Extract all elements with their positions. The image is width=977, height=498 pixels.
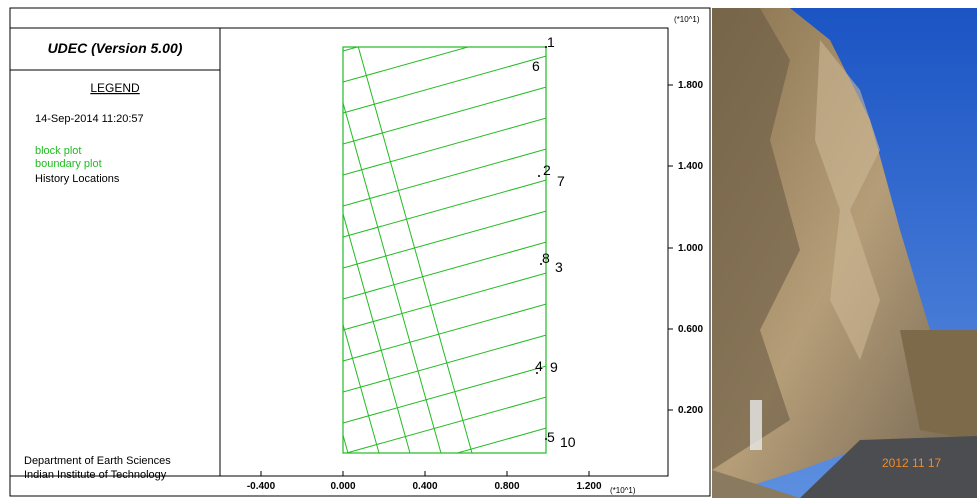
history-label: 5 <box>547 429 555 445</box>
date-stamp: 2012 11 17 <box>882 456 941 470</box>
x-multiplier: (*10^1) <box>610 486 636 495</box>
timestamp: 14-Sep-2014 11:20:57 <box>35 113 144 125</box>
x-tick-label: 0.800 <box>494 481 519 492</box>
legend-item: boundary plot <box>35 158 102 170</box>
legend-item: block plot <box>35 145 81 157</box>
y-tick-label: 1.800 <box>678 80 703 91</box>
y-multiplier: (*10^1) <box>674 15 700 24</box>
history-label: 9 <box>550 359 558 375</box>
y-tick-label: 1.400 <box>678 161 703 172</box>
legend-item: History Locations <box>35 173 120 185</box>
history-label: 1 <box>547 34 555 50</box>
footer-line: Department of Earth Sciences <box>24 455 171 467</box>
y-tick-label: 0.600 <box>678 324 703 335</box>
history-label: 6 <box>532 58 540 74</box>
x-tick-label: -0.400 <box>247 481 276 492</box>
figure: UDEC (Version 5.00) LEGEND 14-Sep-2014 1… <box>0 0 977 498</box>
history-label: 2 <box>543 162 551 178</box>
x-tick-label: 0.000 <box>330 481 355 492</box>
history-label: 3 <box>555 259 563 275</box>
y-tick-label: 1.000 <box>678 243 703 254</box>
history-label: 4 <box>535 358 543 374</box>
photo: 2012 11 17 <box>712 8 977 498</box>
footer-line: Indian Institute of Technology <box>24 469 167 481</box>
history-point <box>538 175 540 177</box>
y-tick-label: 0.200 <box>678 405 703 416</box>
legend-title: LEGEND <box>90 81 140 95</box>
history-label: 10 <box>560 434 576 450</box>
history-label: 7 <box>557 173 565 189</box>
x-tick-label: 1.200 <box>576 481 601 492</box>
history-label: 8 <box>542 250 550 266</box>
x-tick-label: 0.400 <box>412 481 437 492</box>
title: UDEC (Version 5.00) <box>48 40 183 56</box>
